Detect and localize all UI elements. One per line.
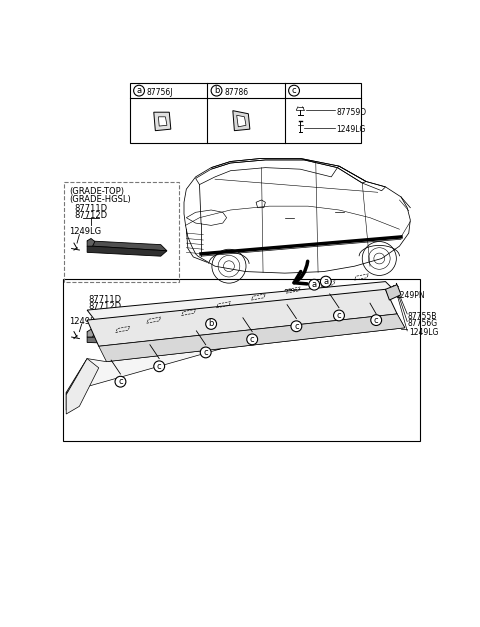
Text: c: c (250, 335, 254, 344)
Text: 87759D: 87759D (336, 108, 367, 117)
FancyArrowPatch shape (294, 261, 308, 284)
Text: 87711D: 87711D (74, 204, 108, 213)
Circle shape (371, 315, 382, 325)
Polygon shape (87, 282, 393, 320)
Circle shape (206, 319, 216, 329)
Text: 87712D: 87712D (88, 302, 121, 310)
Polygon shape (233, 110, 250, 130)
Polygon shape (87, 329, 95, 337)
Circle shape (200, 347, 211, 358)
Polygon shape (385, 285, 401, 300)
Text: (GRADE-TOP): (GRADE-TOP) (69, 187, 124, 196)
Polygon shape (87, 241, 167, 251)
Polygon shape (66, 302, 405, 395)
Text: 1249LG: 1249LG (336, 125, 366, 134)
Text: 87711D: 87711D (88, 295, 121, 303)
Text: 87756J: 87756J (147, 88, 173, 97)
Text: b: b (214, 86, 219, 95)
Text: a: a (136, 86, 142, 95)
Text: 1249LG: 1249LG (69, 317, 101, 326)
Text: c: c (292, 86, 296, 95)
Text: 1249PN: 1249PN (396, 291, 425, 300)
Polygon shape (99, 314, 405, 362)
Circle shape (309, 279, 320, 290)
Circle shape (247, 334, 258, 345)
Polygon shape (158, 117, 167, 126)
Text: c: c (204, 348, 208, 357)
Text: 1249LG: 1249LG (409, 328, 438, 337)
Text: 87751D: 87751D (283, 288, 313, 298)
Circle shape (321, 277, 331, 287)
Polygon shape (87, 246, 167, 256)
Circle shape (291, 321, 302, 332)
Polygon shape (87, 337, 157, 345)
Text: 87712D: 87712D (74, 211, 108, 219)
Circle shape (115, 376, 126, 387)
Circle shape (288, 85, 300, 96)
Text: c: c (294, 322, 299, 331)
Polygon shape (66, 359, 99, 414)
Circle shape (154, 361, 165, 372)
Text: b: b (208, 319, 214, 329)
Text: c: c (374, 315, 379, 325)
Polygon shape (87, 238, 95, 246)
Polygon shape (66, 359, 87, 410)
Text: c: c (336, 311, 341, 320)
Polygon shape (87, 289, 397, 346)
Bar (63, 279, 420, 441)
Text: 87756G: 87756G (407, 319, 437, 329)
Text: 1249LG: 1249LG (69, 227, 101, 236)
Text: 87786: 87786 (224, 88, 249, 97)
Text: a: a (312, 280, 317, 289)
Polygon shape (237, 115, 246, 127)
Circle shape (334, 310, 345, 321)
Circle shape (211, 85, 222, 96)
Text: c: c (157, 362, 161, 371)
Text: (GRADE-HGSL): (GRADE-HGSL) (69, 194, 131, 204)
Text: 87755B: 87755B (407, 312, 437, 320)
Circle shape (133, 85, 144, 96)
Bar (130, 83, 360, 143)
Text: a: a (323, 277, 328, 286)
Text: c: c (118, 377, 123, 386)
Polygon shape (87, 332, 157, 340)
Polygon shape (154, 112, 171, 130)
Text: 87752D: 87752D (283, 295, 313, 303)
